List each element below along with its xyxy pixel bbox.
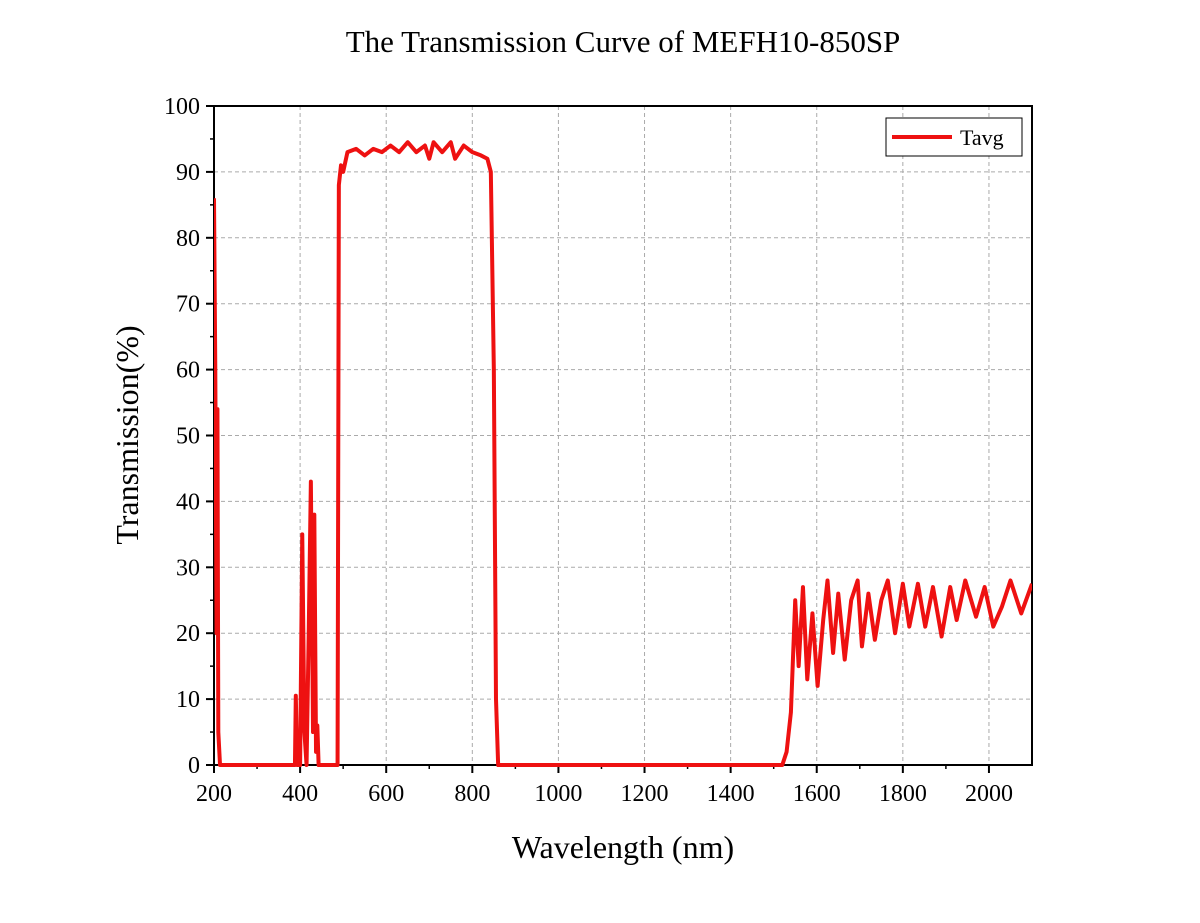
y-tick-label: 100	[164, 94, 200, 120]
y-tick-label: 40	[176, 489, 200, 515]
y-axis-label: Transmission(%)	[109, 325, 145, 544]
x-tick-label: 1600	[793, 781, 841, 807]
x-axis-label: Wavelength (nm)	[512, 829, 734, 865]
x-tick-label: 1000	[534, 781, 582, 807]
x-tick-label: 1200	[621, 781, 669, 807]
legend-label: Tavg	[960, 125, 1004, 150]
chart-title: The Transmission Curve of MEFH10-850SP	[346, 24, 901, 59]
y-tick-label: 80	[176, 226, 200, 252]
x-tick-label: 1400	[707, 781, 755, 807]
y-tick-label: 70	[176, 292, 200, 318]
y-tick-label: 0	[188, 753, 200, 779]
x-tick-label: 1800	[879, 781, 927, 807]
y-tick-label: 30	[176, 555, 200, 581]
x-tick-label: 600	[368, 781, 404, 807]
y-tick-label: 10	[176, 687, 200, 713]
y-tick-label: 60	[176, 358, 200, 384]
x-tick-label: 2000	[965, 781, 1013, 807]
x-tick-label: 400	[282, 781, 318, 807]
x-tick-label: 800	[454, 781, 490, 807]
y-tick-label: 50	[176, 424, 200, 450]
data-line	[214, 140, 1032, 767]
y-tick-label: 20	[176, 621, 200, 647]
y-tick-label: 90	[176, 160, 200, 186]
x-tick-label: 200	[196, 781, 232, 807]
